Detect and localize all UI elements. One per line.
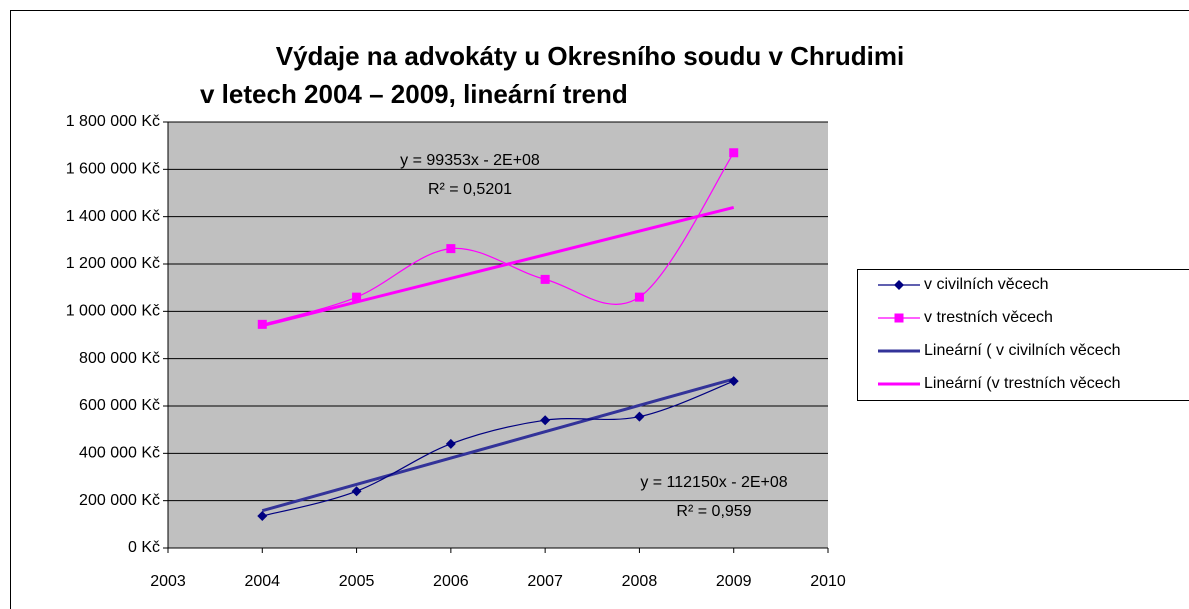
point bbox=[729, 148, 739, 158]
y-tick-label: 1 200 000 Kč bbox=[66, 255, 160, 272]
trend-equation: y = 99353x - 2E+08 bbox=[400, 152, 540, 169]
y-tick-label: 600 000 Kč bbox=[79, 397, 160, 414]
x-tick-label: 2004 bbox=[244, 573, 280, 590]
legend-label: Lineární ( v civilních věcech bbox=[924, 342, 1121, 359]
legend-marker bbox=[894, 313, 904, 323]
x-tick-label: 2009 bbox=[716, 573, 752, 590]
trend-line bbox=[261, 377, 735, 513]
point bbox=[634, 411, 645, 422]
legend: v civilních věcech v trestních věcech Line… bbox=[857, 269, 1189, 401]
point bbox=[540, 415, 551, 426]
point bbox=[257, 511, 268, 522]
x-tick-label: 2010 bbox=[810, 573, 846, 590]
point bbox=[445, 438, 456, 449]
legend-label: v civilních věcech bbox=[924, 276, 1049, 293]
plot-area bbox=[168, 122, 828, 548]
trend-equation: y = 112150x - 2E+08 bbox=[640, 474, 787, 491]
legend-marker bbox=[894, 280, 904, 290]
x-tick-label: 2008 bbox=[622, 573, 658, 590]
point bbox=[446, 244, 456, 254]
legend-box bbox=[857, 269, 1189, 401]
point bbox=[352, 292, 362, 302]
y-tick-label: 0 Kč bbox=[128, 539, 160, 556]
trend-line bbox=[261, 206, 735, 328]
y-tick-label: 1 800 000 Kč bbox=[66, 113, 160, 130]
y-tick-label: 200 000 Kč bbox=[79, 492, 160, 509]
trend-r2: R² = 0,5201 bbox=[428, 181, 512, 198]
y-tick-label: 1 400 000 Kč bbox=[66, 208, 160, 225]
series-line bbox=[262, 380, 734, 517]
chart-title: v letech 2004 – 2009, lineární trend bbox=[200, 79, 628, 109]
y-tick-label: 400 000 Kč bbox=[79, 445, 160, 462]
legend-label: Lineární (v trestních věcech bbox=[924, 375, 1121, 392]
x-tick-label: 2005 bbox=[339, 573, 375, 590]
trend-r2: R² = 0,959 bbox=[676, 503, 751, 520]
point bbox=[257, 319, 267, 329]
x-tick-label: 2007 bbox=[527, 573, 563, 590]
chart-title: Výdaje na advokáty u Okresního soudu v C… bbox=[276, 41, 904, 71]
y-tick-label: 1 000 000 Kč bbox=[66, 303, 160, 320]
point bbox=[351, 486, 362, 497]
legend-label: v trestních věcech bbox=[924, 309, 1053, 326]
point bbox=[634, 292, 644, 302]
x-tick-label: 2006 bbox=[433, 573, 469, 590]
point bbox=[728, 376, 739, 387]
y-tick-label: 1 600 000 Kč bbox=[66, 161, 160, 178]
y-tick-label: 800 000 Kč bbox=[79, 350, 160, 367]
point bbox=[540, 274, 550, 284]
x-tick-label: 2003 bbox=[150, 573, 186, 590]
